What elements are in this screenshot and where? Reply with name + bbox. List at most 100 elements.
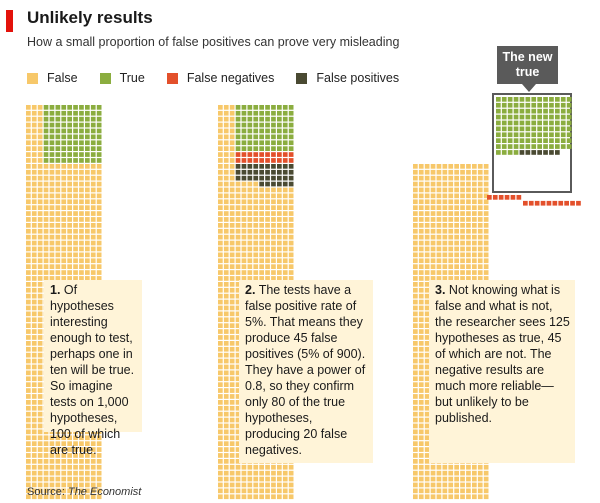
panel-2-cell-false [223,317,229,323]
panel-1-cell-false [73,169,78,175]
panel-3-cell-false [413,276,418,281]
panel-1-cell-false [90,270,96,275]
panel-2-cell-false-negative [265,158,270,163]
panel-2-cell-false [247,488,253,494]
panel-3-cell-false [413,476,418,482]
panel-3-cell-false [413,329,418,334]
panel-2-cell-false [247,240,253,246]
panel-1-cell-false [49,193,55,199]
panel-2-cell-false [235,441,241,446]
panel-3-cell-true [513,144,519,149]
panel-1-cell-false [61,264,67,269]
panel-1-cell-false [49,459,55,464]
panel-2-cell-false-positive [247,175,253,181]
panel-3-cell-false [448,258,454,264]
panel-1-cell-false [37,441,43,446]
panel-3-cell-false [477,488,483,494]
panel-1-cell-false [79,482,84,488]
panel-3-cell-false [436,175,442,181]
panel-3-cell-false [430,476,436,482]
panel-2-cell-false [235,305,241,311]
panel-2-cell-false [229,293,235,299]
panel-1-cell-false [31,411,37,417]
panel-1-cell-true [79,152,84,157]
panel-2-cell-false [271,246,276,252]
panel-1-cell-false [43,258,49,264]
panel-3-cell-false [424,459,430,464]
panel-2-cell-false-negative [265,152,270,157]
panel-2-cell-false-positive [271,169,276,175]
panel-3-cell-true [519,114,525,120]
panel-1-number: 1. [50,283,61,297]
panel-3-cell-false-negative [510,195,516,200]
panel-3-cell-false [424,335,430,340]
panel-2-cell-false [288,234,294,240]
panel-1-cell-false [55,482,61,488]
panel-1-cell-false [55,464,61,470]
panel-1-cell-false [67,240,72,246]
panel-3-cell-false [418,447,424,452]
panel-1-cell-false [31,264,37,269]
panel-3-cell-false [454,169,459,175]
panel-1-cell-false [79,228,84,234]
panel-2-cell-false [235,341,241,346]
legend-swatch-false-positives [296,72,308,84]
panel-2-cell-false [277,205,282,210]
panel-2-cell-false [229,116,235,122]
panel-1-cell-false [26,270,31,275]
panel-3-cell-true [543,132,548,138]
panel-2-cell-false [229,405,235,411]
panel-2-cell-false-negative [271,158,276,163]
panel-3-cell-false [418,175,424,181]
panel-1-cell-false [61,453,67,458]
panel-2-cell-false [288,211,294,216]
panel-3-cell-false [454,164,459,169]
panel-1-cell-true [79,105,84,110]
panel-2-cell-false [223,134,229,140]
panel-3-cell-false [436,228,442,234]
panel-1-cell-false [85,441,90,446]
panel-2-cell-false [229,317,235,323]
panel-3-cell-false [413,311,418,317]
panel-1-cell-false [85,252,90,258]
panel-2-cell-false [229,417,235,423]
panel-2-cell-false [265,264,270,269]
panel-3-cell-false [418,246,424,252]
panel-2-cell-false-negative [288,158,294,163]
panel-3-cell-true [513,108,519,114]
panel-3-cell-false [424,217,430,222]
panel-2-cell-true [259,122,264,128]
panel-2-cell-false [241,270,247,275]
panel-2-cell-false [282,270,288,275]
panel-3-cell-false [454,193,459,199]
panel-2-cell-false [247,246,253,252]
panel-2-cell-false [265,234,270,240]
panel-2-cell-false [218,305,223,311]
panel-2-cell-false [218,329,223,334]
panel-3-cell-false [483,228,489,234]
panel-2-cell-false [247,494,253,500]
panel-3-cell-false-negative [546,200,552,206]
panel-3-cell-true [549,126,554,132]
panel-1-cell-false [61,459,67,464]
panel-3-cell-true [555,126,560,132]
panel-3-cell-true [507,126,513,132]
panel-2-cell-true [277,134,282,140]
panel-3-cell-true [531,108,537,114]
panel-3-cell-false [477,264,483,269]
panel-1-cell-false [49,240,55,246]
panel-1-cell-false [67,494,72,500]
panel-2-cell-false [229,488,235,494]
panel-2-cell-false [259,470,264,476]
panel-2-cell-false [218,464,223,470]
panel-2-cell-false [229,270,235,275]
legend-swatch-false-negatives [166,72,178,84]
panel-3-cell-true [525,120,531,126]
panel-3-cell-false-positive [531,150,537,155]
panel-1-cell-false [90,205,96,210]
panel-3-cell-true [537,102,542,108]
panel-2-cell-false [235,264,241,269]
panel-1-cell-false [31,299,37,305]
panel-1-cell-false [61,169,67,175]
panel-2-cell-false [277,234,282,240]
